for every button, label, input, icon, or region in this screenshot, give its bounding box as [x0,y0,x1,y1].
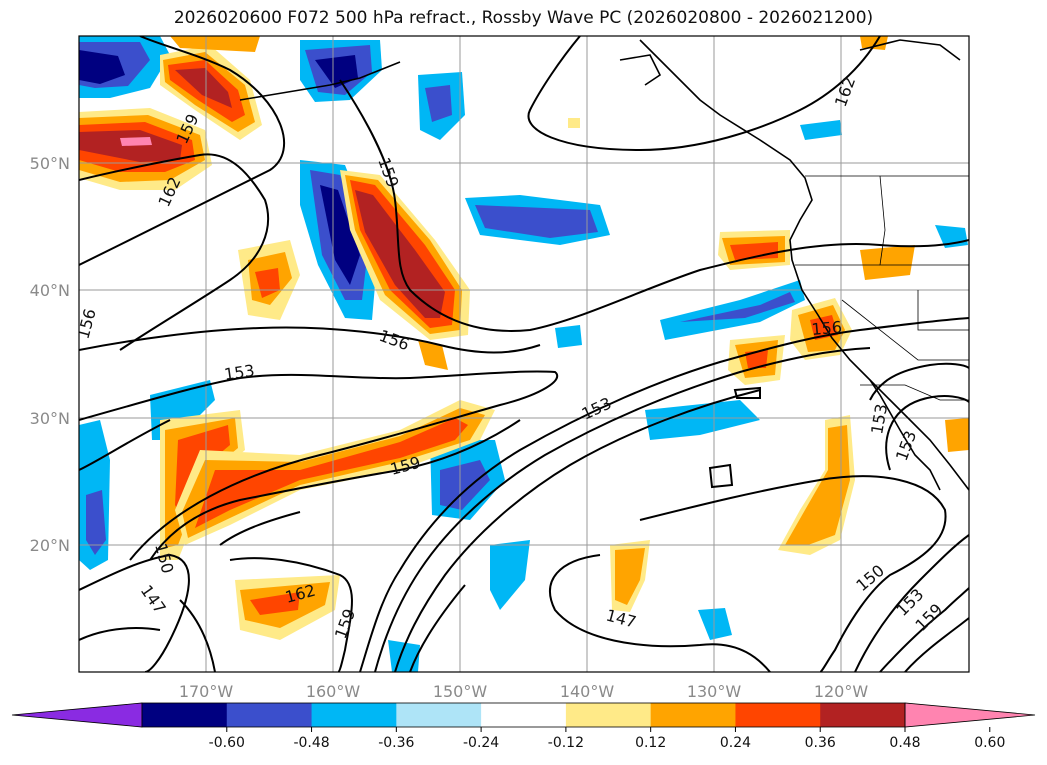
latitude-labels: 50°N 40°N 30°N 20°N [30,154,70,555]
colorbar-segment [735,703,821,727]
colorbar-extend-low [11,702,143,728]
lon-label: 160°W [306,682,361,701]
contour-label: 156 [811,317,843,339]
colorbar-tick-label: -0.12 [548,735,584,751]
colorbar-segment [142,703,228,727]
lon-label: 120°W [814,682,869,701]
colorbar-segment [396,703,482,727]
map-title: 2026020600 F072 500 hPa refract., Rossby… [173,8,874,28]
colorbar-extend-high [904,702,1036,728]
contours [79,36,969,672]
colorbar-tick-label: -0.36 [378,735,414,751]
colorbar-segment [311,703,397,727]
gridlines [79,36,969,672]
colorbar: -0.60 -0.48 -0.36 -0.24 -0.12 0.12 0.24 0.36 0.4… [11,702,1036,751]
shaded-anomalies: 159 162 159 156 156 153 156 153 153 159 … [79,36,969,672]
lon-label: 130°W [687,682,742,701]
colorbar-segment [481,703,567,727]
contour-label: 153 [223,361,256,384]
colorbar-frame [141,702,906,728]
lat-label: 50°N [30,154,70,173]
colorbar-tick-label: 0.24 [720,735,751,751]
colorbar-segment [820,703,906,727]
negative-anomaly-blobs [79,36,968,672]
lat-label: 30°N [30,409,70,428]
plot-frame [78,35,970,673]
lon-label: 170°W [179,682,234,701]
lon-label: 140°W [560,682,615,701]
colorbar-tick-label: 0.48 [889,735,920,751]
lat-label: 40°N [30,281,70,300]
colorbar-tick-label: -0.24 [463,735,499,751]
colorbar-segment [650,703,736,727]
lon-label: 150°W [433,682,488,701]
lat-label: 20°N [30,536,70,555]
colorbar-tick-label: 0.36 [805,735,836,751]
colorbar-segment [565,703,652,727]
colorbar-tick-label: -0.48 [293,735,329,751]
longitude-labels: 170°W 160°W 150°W 140°W 130°W 120°W [179,682,869,701]
colorbar-segment [226,703,313,727]
colorbar-tick-label: 0.60 [974,735,1005,751]
colorbar-tick-label: 0.12 [635,735,666,751]
colorbar-tick-label: -0.60 [209,735,245,751]
